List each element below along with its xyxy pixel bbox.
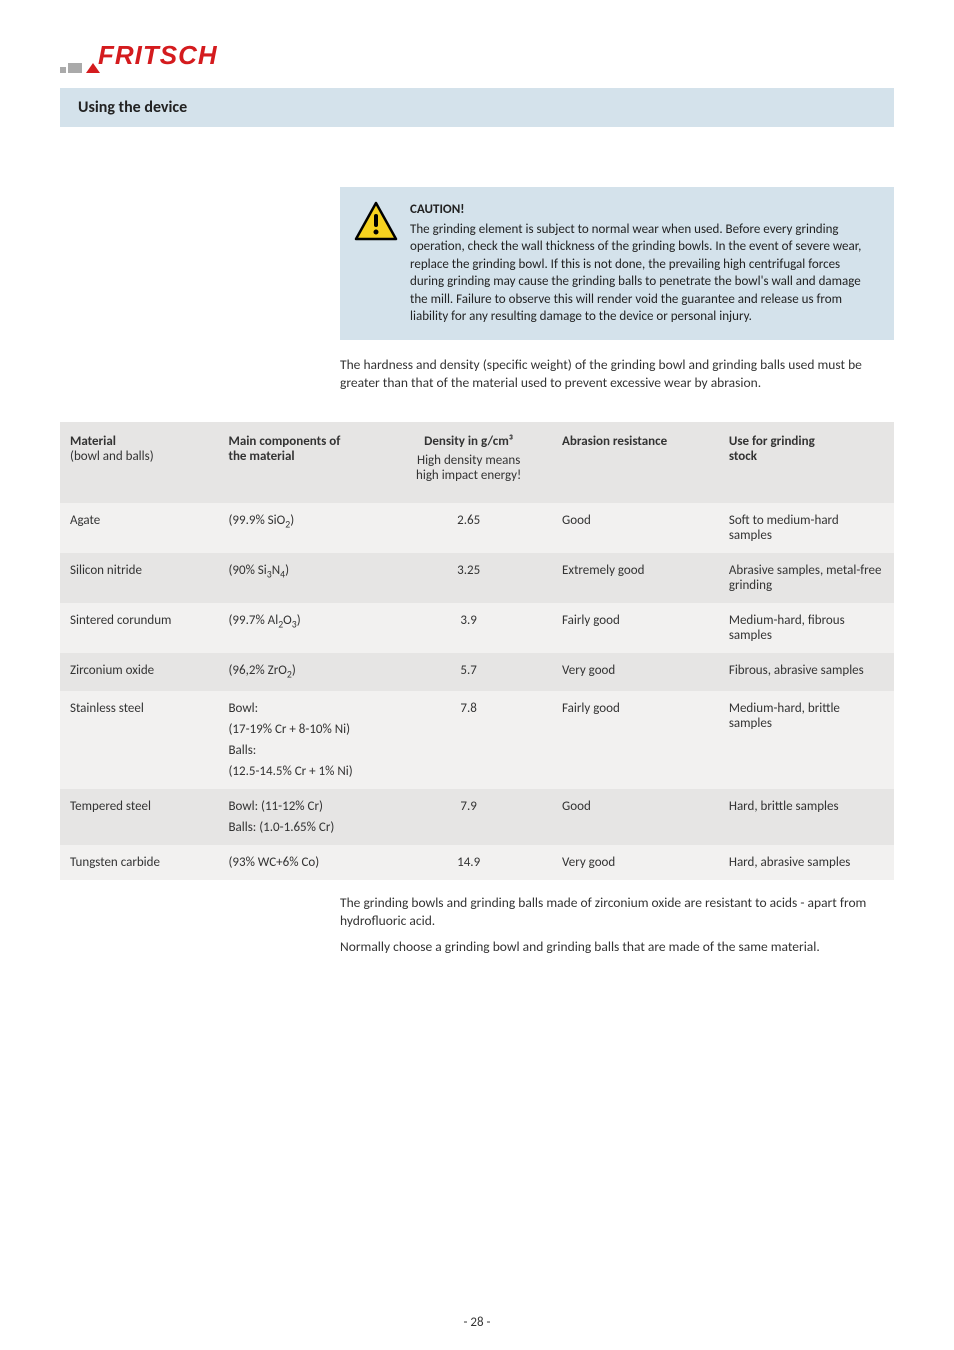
cell-material: Tempered steel bbox=[60, 789, 218, 845]
intro-text: The hardness and density (specific weigh… bbox=[340, 356, 894, 392]
cell-abrasion: Extremely good bbox=[552, 553, 719, 603]
cell-components: (90% Si3N4) bbox=[218, 553, 385, 603]
logo-text: FRITSCH bbox=[98, 40, 218, 71]
cell-use: Hard, brittle samples bbox=[719, 789, 894, 845]
cell-material: Zirconium oxide bbox=[60, 653, 218, 691]
cell-components: Bowl:(17-19% Cr + 8-10% Ni)Balls:(12.5-1… bbox=[218, 691, 385, 789]
cell-density: 2.65 bbox=[385, 503, 552, 553]
cell-density: 7.8 bbox=[385, 691, 552, 789]
cell-density: 3.25 bbox=[385, 553, 552, 603]
cell-abrasion: Very good bbox=[552, 653, 719, 691]
th-material-l2: (bowl and balls) bbox=[70, 449, 208, 464]
caution-title: CAUTION! bbox=[410, 201, 876, 219]
cell-material: Stainless steel bbox=[60, 691, 218, 789]
cell-use: Soft to medium-hard samples bbox=[719, 503, 894, 553]
cell-components: (99.9% SiO2) bbox=[218, 503, 385, 553]
table-body: Agate(99.9% SiO2)2.65GoodSoft to medium-… bbox=[60, 503, 894, 880]
th-components: Main components of the material bbox=[218, 422, 385, 503]
caution-body: The grinding element is subject to norma… bbox=[410, 221, 876, 326]
table-row: Sintered corundum(99.7% Al2O3)3.9Fairly … bbox=[60, 603, 894, 653]
cell-abrasion: Very good bbox=[552, 845, 719, 880]
cell-density: 7.9 bbox=[385, 789, 552, 845]
cell-use: Fibrous, abrasive samples bbox=[719, 653, 894, 691]
th-material-l1: Material bbox=[70, 434, 208, 449]
cell-use: Hard, abrasive samples bbox=[719, 845, 894, 880]
cell-use: Medium-hard, fibrous samples bbox=[719, 603, 894, 653]
th-components-l1: Main components of bbox=[228, 434, 375, 449]
cell-abrasion: Good bbox=[552, 789, 719, 845]
material-table: Material (bowl and balls) Main component… bbox=[60, 422, 894, 880]
caution-box: CAUTION! The grinding element is subject… bbox=[340, 187, 894, 340]
cell-material: Agate bbox=[60, 503, 218, 553]
th-density: Density in g/cm³ High density means high… bbox=[385, 422, 552, 503]
page-number: - 28 - bbox=[0, 1315, 954, 1330]
cell-components: Bowl: (11-12% Cr)Balls: (1.0-1.65% Cr) bbox=[218, 789, 385, 845]
caution-icon bbox=[354, 201, 398, 245]
th-components-l2: the material bbox=[228, 449, 375, 464]
cell-components: (96,2% ZrO2) bbox=[218, 653, 385, 691]
cell-density: 14.9 bbox=[385, 845, 552, 880]
th-abrasion: Abrasion resistance bbox=[552, 422, 719, 503]
cell-material: Tungsten carbide bbox=[60, 845, 218, 880]
closing-p1: The grinding bowls and grinding balls ma… bbox=[340, 894, 894, 930]
section-title: Using the device bbox=[60, 88, 894, 127]
cell-material: Sintered corundum bbox=[60, 603, 218, 653]
th-density-l2: High density means bbox=[395, 453, 542, 468]
table-row: Silicon nitride(90% Si3N4)3.25Extremely … bbox=[60, 553, 894, 603]
closing-p2: Normally choose a grinding bowl and grin… bbox=[340, 938, 894, 956]
cell-components: (93% WC+6% Co) bbox=[218, 845, 385, 880]
cell-abrasion: Good bbox=[552, 503, 719, 553]
table-row: Stainless steelBowl:(17-19% Cr + 8-10% N… bbox=[60, 691, 894, 789]
cell-material: Silicon nitride bbox=[60, 553, 218, 603]
th-density-l1: Density in g/cm³ bbox=[395, 434, 542, 449]
cell-density: 3.9 bbox=[385, 603, 552, 653]
table-row: Tungsten carbide(93% WC+6% Co)14.9Very g… bbox=[60, 845, 894, 880]
table-row: Zirconium oxide(96,2% ZrO2)5.7Very goodF… bbox=[60, 653, 894, 691]
th-abrasion-l1: Abrasion resistance bbox=[562, 434, 709, 449]
th-density-l3: high impact energy! bbox=[395, 468, 542, 483]
th-use-l2: stock bbox=[729, 449, 884, 464]
cell-density: 5.7 bbox=[385, 653, 552, 691]
cell-use: Abrasive samples, metal-free grinding bbox=[719, 553, 894, 603]
th-material: Material (bowl and balls) bbox=[60, 422, 218, 503]
th-use-l1: Use for grinding bbox=[729, 434, 884, 449]
closing-text: The grinding bowls and grinding balls ma… bbox=[340, 894, 894, 957]
table-header-row: Material (bowl and balls) Main component… bbox=[60, 422, 894, 503]
cell-abrasion: Fairly good bbox=[552, 603, 719, 653]
cell-abrasion: Fairly good bbox=[552, 691, 719, 789]
table-row: Agate(99.9% SiO2)2.65GoodSoft to medium-… bbox=[60, 503, 894, 553]
table-row: Tempered steelBowl: (11-12% Cr)Balls: (1… bbox=[60, 789, 894, 845]
th-use: Use for grinding stock bbox=[719, 422, 894, 503]
logo-bars bbox=[60, 63, 100, 73]
logo: FRITSCH bbox=[60, 40, 894, 73]
cell-use: Medium-hard, brittle samples bbox=[719, 691, 894, 789]
cell-components: (99.7% Al2O3) bbox=[218, 603, 385, 653]
